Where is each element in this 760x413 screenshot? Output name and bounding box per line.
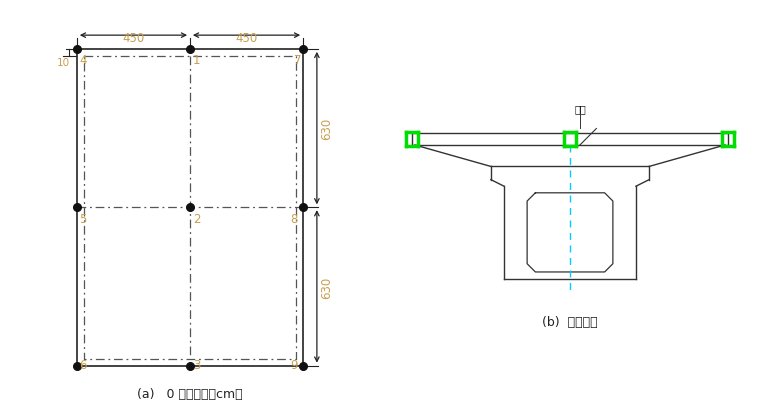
Text: 630: 630 xyxy=(320,275,333,298)
Text: 450: 450 xyxy=(236,32,258,45)
Text: 5: 5 xyxy=(79,212,87,225)
Text: (a)   0 号块单位：cm）: (a) 0 号块单位：cm） xyxy=(138,387,242,400)
Text: 6: 6 xyxy=(79,358,87,371)
Text: 4: 4 xyxy=(79,55,87,67)
Text: 450: 450 xyxy=(122,32,144,45)
Text: 1: 1 xyxy=(193,55,201,67)
Text: 10: 10 xyxy=(57,58,70,68)
Text: 630: 630 xyxy=(320,118,333,140)
Text: 2: 2 xyxy=(193,212,201,225)
Text: 9: 9 xyxy=(290,358,298,371)
Text: 8: 8 xyxy=(290,212,298,225)
Text: 3: 3 xyxy=(193,358,201,371)
Text: 桥墩: 桥墩 xyxy=(574,104,586,114)
Text: (b)  支点断面: (b) 支点断面 xyxy=(542,315,598,328)
Text: 7: 7 xyxy=(294,55,302,67)
